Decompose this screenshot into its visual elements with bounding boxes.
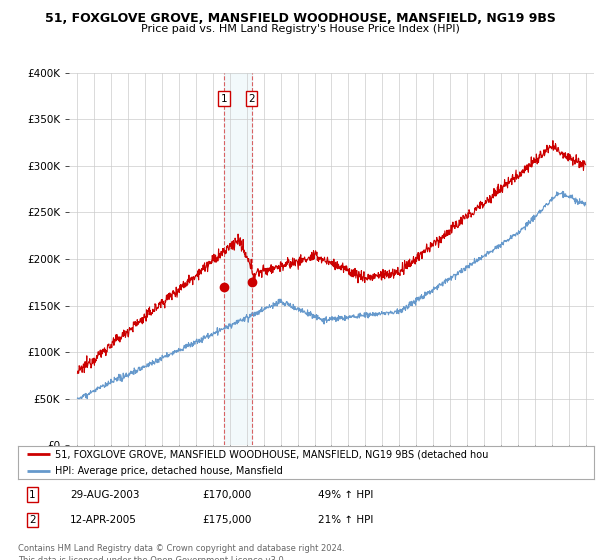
Text: 51, FOXGLOVE GROVE, MANSFIELD WOODHOUSE, MANSFIELD, NG19 9BS (detached hou: 51, FOXGLOVE GROVE, MANSFIELD WOODHOUSE,… <box>55 450 489 459</box>
Text: £170,000: £170,000 <box>202 489 251 500</box>
Text: 2: 2 <box>248 94 255 104</box>
Text: 2: 2 <box>29 515 36 525</box>
Text: 49% ↑ HPI: 49% ↑ HPI <box>317 489 373 500</box>
Text: 1: 1 <box>29 489 36 500</box>
Text: 1: 1 <box>221 94 227 104</box>
Text: 21% ↑ HPI: 21% ↑ HPI <box>317 515 373 525</box>
Text: Price paid vs. HM Land Registry's House Price Index (HPI): Price paid vs. HM Land Registry's House … <box>140 24 460 34</box>
Text: HPI: Average price, detached house, Mansfield: HPI: Average price, detached house, Mans… <box>55 466 283 475</box>
Text: 29-AUG-2003: 29-AUG-2003 <box>70 489 139 500</box>
Text: 12-APR-2005: 12-APR-2005 <box>70 515 137 525</box>
Text: Contains HM Land Registry data © Crown copyright and database right 2024.
This d: Contains HM Land Registry data © Crown c… <box>18 544 344 560</box>
Text: £175,000: £175,000 <box>202 515 251 525</box>
Text: 51, FOXGLOVE GROVE, MANSFIELD WOODHOUSE, MANSFIELD, NG19 9BS: 51, FOXGLOVE GROVE, MANSFIELD WOODHOUSE,… <box>44 12 556 25</box>
Bar <box>224 73 251 445</box>
